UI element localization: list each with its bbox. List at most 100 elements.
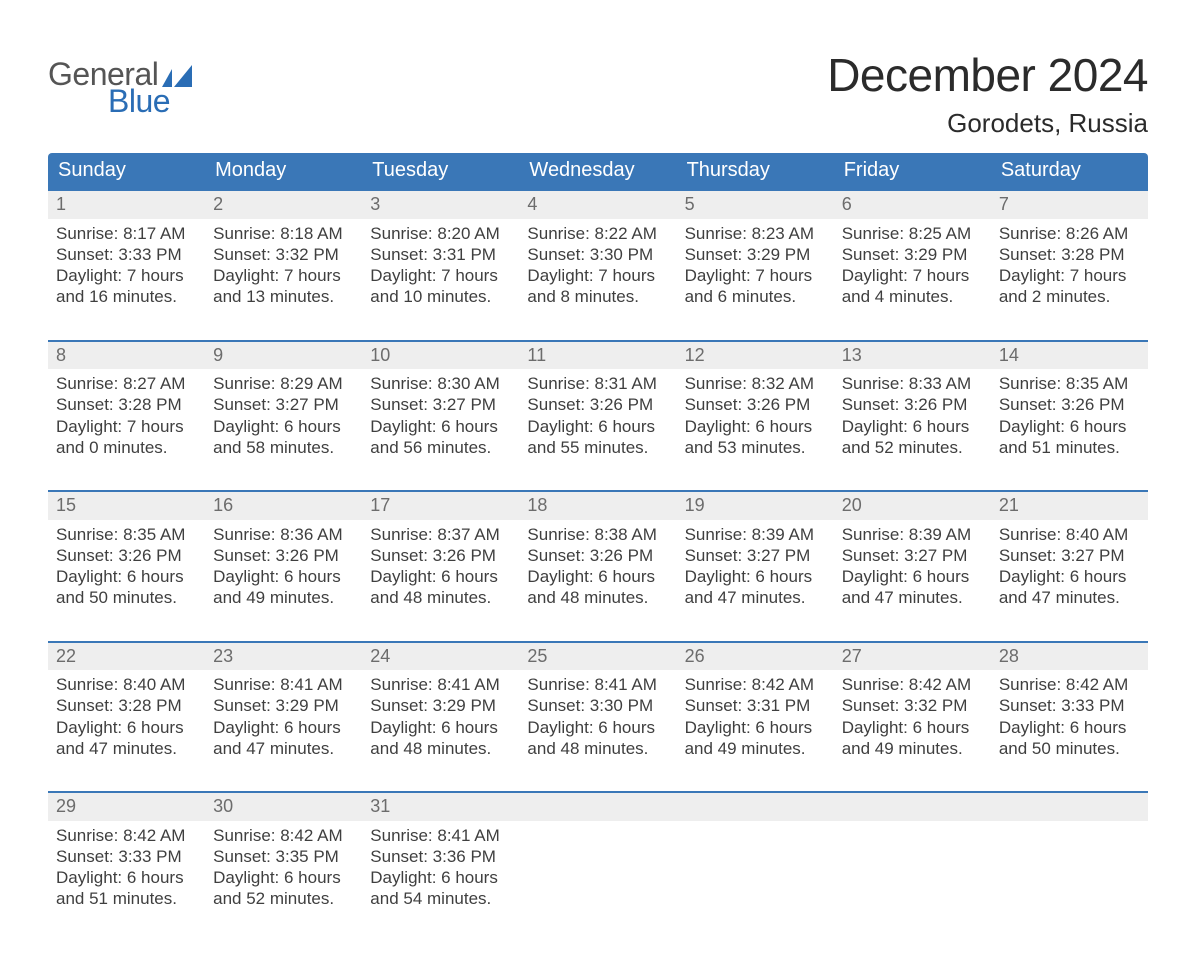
day-body: Sunrise: 8:26 AMSunset: 3:28 PMDaylight:… (991, 219, 1148, 312)
logo-text-blue: Blue (108, 83, 170, 120)
day-number: 23 (205, 643, 362, 671)
day-body: Sunrise: 8:31 AMSunset: 3:26 PMDaylight:… (519, 369, 676, 462)
daylight-line1: Daylight: 6 hours (370, 416, 511, 437)
day-cell: 29Sunrise: 8:42 AMSunset: 3:33 PMDayligh… (48, 793, 205, 914)
sunset-text: Sunset: 3:29 PM (842, 244, 983, 265)
day-cell: 11Sunrise: 8:31 AMSunset: 3:26 PMDayligh… (519, 342, 676, 463)
day-cell: 27Sunrise: 8:42 AMSunset: 3:32 PMDayligh… (834, 643, 991, 764)
daylight-line2: and 53 minutes. (685, 437, 826, 458)
sunrise-text: Sunrise: 8:23 AM (685, 223, 826, 244)
week-row: 22Sunrise: 8:40 AMSunset: 3:28 PMDayligh… (48, 641, 1148, 764)
day-cell: 4Sunrise: 8:22 AMSunset: 3:30 PMDaylight… (519, 191, 676, 312)
day-number (991, 793, 1148, 821)
daylight-line1: Daylight: 7 hours (56, 265, 197, 286)
sunrise-text: Sunrise: 8:37 AM (370, 524, 511, 545)
day-cell: 30Sunrise: 8:42 AMSunset: 3:35 PMDayligh… (205, 793, 362, 914)
daylight-line2: and 51 minutes. (999, 437, 1140, 458)
daylight-line2: and 6 minutes. (685, 286, 826, 307)
day-number (834, 793, 991, 821)
dow-friday: Friday (834, 153, 991, 189)
daylight-line1: Daylight: 6 hours (56, 717, 197, 738)
day-number: 19 (677, 492, 834, 520)
daylight-line2: and 48 minutes. (370, 738, 511, 759)
day-body: Sunrise: 8:33 AMSunset: 3:26 PMDaylight:… (834, 369, 991, 462)
dow-thursday: Thursday (677, 153, 834, 189)
daylight-line1: Daylight: 6 hours (56, 566, 197, 587)
day-body: Sunrise: 8:41 AMSunset: 3:36 PMDaylight:… (362, 821, 519, 914)
day-cell: 18Sunrise: 8:38 AMSunset: 3:26 PMDayligh… (519, 492, 676, 613)
day-number: 5 (677, 191, 834, 219)
sunset-text: Sunset: 3:35 PM (213, 846, 354, 867)
sunset-text: Sunset: 3:26 PM (842, 394, 983, 415)
day-body: Sunrise: 8:37 AMSunset: 3:26 PMDaylight:… (362, 520, 519, 613)
daylight-line1: Daylight: 6 hours (370, 717, 511, 738)
daylight-line2: and 49 minutes. (685, 738, 826, 759)
location: Gorodets, Russia (827, 108, 1148, 139)
day-cell: 28Sunrise: 8:42 AMSunset: 3:33 PMDayligh… (991, 643, 1148, 764)
day-number: 6 (834, 191, 991, 219)
daylight-line1: Daylight: 7 hours (56, 416, 197, 437)
day-cell (834, 793, 991, 914)
daylight-line1: Daylight: 7 hours (213, 265, 354, 286)
sunrise-text: Sunrise: 8:35 AM (56, 524, 197, 545)
daylight-line2: and 52 minutes. (213, 888, 354, 909)
day-body: Sunrise: 8:29 AMSunset: 3:27 PMDaylight:… (205, 369, 362, 462)
day-number: 31 (362, 793, 519, 821)
daylight-line2: and 10 minutes. (370, 286, 511, 307)
sunset-text: Sunset: 3:29 PM (685, 244, 826, 265)
daylight-line2: and 0 minutes. (56, 437, 197, 458)
week-row: 15Sunrise: 8:35 AMSunset: 3:26 PMDayligh… (48, 490, 1148, 613)
sunrise-text: Sunrise: 8:41 AM (527, 674, 668, 695)
daylight-line1: Daylight: 6 hours (999, 566, 1140, 587)
sunrise-text: Sunrise: 8:29 AM (213, 373, 354, 394)
day-number: 4 (519, 191, 676, 219)
day-body: Sunrise: 8:23 AMSunset: 3:29 PMDaylight:… (677, 219, 834, 312)
sunset-text: Sunset: 3:27 PM (370, 394, 511, 415)
daylight-line1: Daylight: 6 hours (842, 717, 983, 738)
day-cell: 21Sunrise: 8:40 AMSunset: 3:27 PMDayligh… (991, 492, 1148, 613)
sunset-text: Sunset: 3:28 PM (56, 695, 197, 716)
day-body: Sunrise: 8:30 AMSunset: 3:27 PMDaylight:… (362, 369, 519, 462)
day-cell: 10Sunrise: 8:30 AMSunset: 3:27 PMDayligh… (362, 342, 519, 463)
sunrise-text: Sunrise: 8:26 AM (999, 223, 1140, 244)
sunrise-text: Sunrise: 8:39 AM (842, 524, 983, 545)
day-cell: 23Sunrise: 8:41 AMSunset: 3:29 PMDayligh… (205, 643, 362, 764)
day-cell (519, 793, 676, 914)
day-number: 22 (48, 643, 205, 671)
sunset-text: Sunset: 3:26 PM (213, 545, 354, 566)
day-cell: 9Sunrise: 8:29 AMSunset: 3:27 PMDaylight… (205, 342, 362, 463)
sunset-text: Sunset: 3:28 PM (56, 394, 197, 415)
day-number: 7 (991, 191, 1148, 219)
day-cell: 15Sunrise: 8:35 AMSunset: 3:26 PMDayligh… (48, 492, 205, 613)
daylight-line1: Daylight: 7 hours (999, 265, 1140, 286)
day-number (677, 793, 834, 821)
sunset-text: Sunset: 3:29 PM (370, 695, 511, 716)
daylight-line1: Daylight: 6 hours (999, 717, 1140, 738)
sunrise-text: Sunrise: 8:42 AM (842, 674, 983, 695)
daylight-line1: Daylight: 6 hours (999, 416, 1140, 437)
daylight-line2: and 2 minutes. (999, 286, 1140, 307)
daylight-line2: and 56 minutes. (370, 437, 511, 458)
day-body: Sunrise: 8:20 AMSunset: 3:31 PMDaylight:… (362, 219, 519, 312)
sunset-text: Sunset: 3:26 PM (527, 545, 668, 566)
daylight-line1: Daylight: 6 hours (370, 566, 511, 587)
sunset-text: Sunset: 3:26 PM (999, 394, 1140, 415)
day-cell: 26Sunrise: 8:42 AMSunset: 3:31 PMDayligh… (677, 643, 834, 764)
day-cell: 12Sunrise: 8:32 AMSunset: 3:26 PMDayligh… (677, 342, 834, 463)
sunrise-text: Sunrise: 8:42 AM (685, 674, 826, 695)
day-number: 13 (834, 342, 991, 370)
day-cell: 2Sunrise: 8:18 AMSunset: 3:32 PMDaylight… (205, 191, 362, 312)
sunset-text: Sunset: 3:27 PM (842, 545, 983, 566)
day-body: Sunrise: 8:42 AMSunset: 3:35 PMDaylight:… (205, 821, 362, 914)
day-number: 11 (519, 342, 676, 370)
day-body: Sunrise: 8:39 AMSunset: 3:27 PMDaylight:… (834, 520, 991, 613)
day-number (519, 793, 676, 821)
day-number: 21 (991, 492, 1148, 520)
daylight-line2: and 51 minutes. (56, 888, 197, 909)
sunrise-text: Sunrise: 8:41 AM (370, 674, 511, 695)
day-body: Sunrise: 8:40 AMSunset: 3:27 PMDaylight:… (991, 520, 1148, 613)
sunrise-text: Sunrise: 8:39 AM (685, 524, 826, 545)
day-cell: 24Sunrise: 8:41 AMSunset: 3:29 PMDayligh… (362, 643, 519, 764)
day-body: Sunrise: 8:35 AMSunset: 3:26 PMDaylight:… (48, 520, 205, 613)
sunrise-text: Sunrise: 8:32 AM (685, 373, 826, 394)
